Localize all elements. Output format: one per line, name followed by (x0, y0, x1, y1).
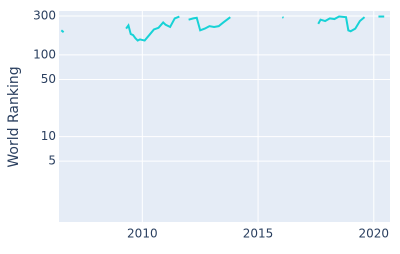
line (60, 29, 65, 33)
line (281, 16, 284, 19)
line (188, 16, 231, 32)
y-tick-label: 10 (41, 129, 56, 143)
x-tick-label: 2010 (127, 227, 158, 241)
line (317, 15, 366, 33)
y-tick-label: 300 (33, 8, 56, 22)
y-tick-label: 50 (41, 72, 56, 86)
y-tick-label: 100 (33, 47, 56, 61)
x-tick-label: 2020 (359, 227, 390, 241)
y-axis-title: World Ranking (6, 66, 22, 167)
line (125, 15, 180, 42)
y-tick-label: 5 (48, 154, 56, 168)
plot-area (59, 11, 390, 222)
x-tick-label: 2015 (243, 227, 274, 241)
